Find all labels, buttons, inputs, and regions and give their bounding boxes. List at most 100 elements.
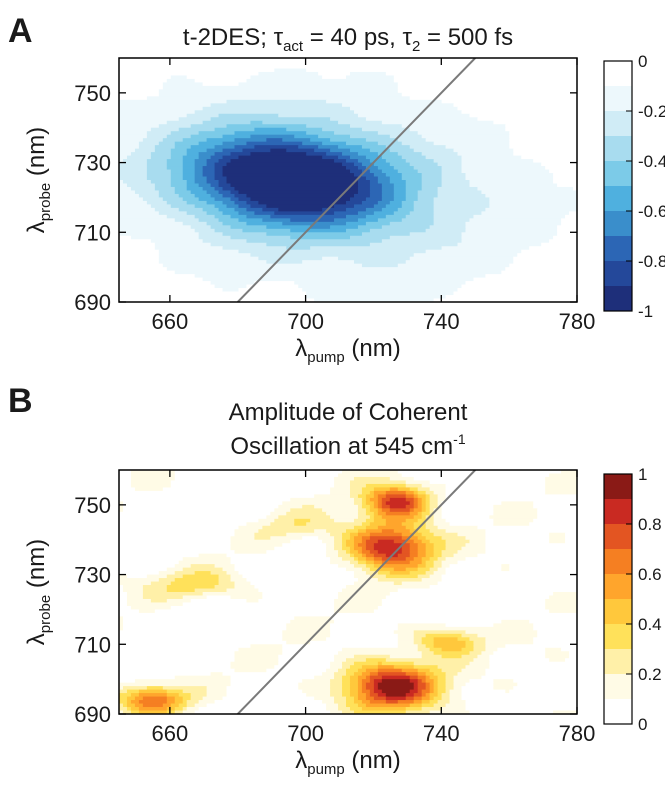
contour-band-cell [326, 668, 339, 673]
contour-band-cell [461, 633, 479, 638]
colorbar-band [604, 599, 632, 625]
contour-band-cell [441, 515, 490, 520]
contour-band-cell [489, 658, 550, 663]
contour-band-cell [214, 700, 323, 705]
x-tick-label: 700 [287, 721, 324, 746]
contour-band-cell [338, 651, 423, 656]
contour-band-cell [449, 564, 502, 569]
contour-band-cell [198, 553, 228, 558]
contour-band-cell [393, 183, 407, 188]
contour-band-cell [505, 124, 577, 129]
contour-band-cell [433, 689, 439, 694]
contour-band-cell [409, 553, 419, 558]
contour-band-cell [549, 473, 577, 478]
contour-band-cell [429, 689, 435, 694]
contour-band-cell [158, 141, 176, 146]
contour-band-cell [210, 672, 224, 677]
contour-band-cell [421, 186, 439, 192]
contour-band-cell [222, 173, 355, 178]
contour-band-cell [330, 679, 343, 684]
contour-band-cell [182, 176, 196, 181]
contour-band-cell [349, 553, 355, 558]
contour-band-cell [445, 672, 459, 677]
contour-band-cell [154, 148, 172, 153]
contour-band-cell [385, 494, 407, 499]
contour-band-cell [493, 511, 538, 516]
colorbar-tick-label: 0 [638, 715, 647, 734]
contour-band-cell [119, 166, 148, 171]
contour-band-cell [174, 696, 184, 701]
contour-band-cell [238, 525, 263, 530]
contour-band-cell [429, 574, 443, 579]
contour-band-cell [282, 633, 331, 638]
contour-band-cell [493, 682, 518, 687]
contour-band-cell [433, 207, 486, 212]
contour-band-cell [170, 204, 196, 209]
contour-band-cell [357, 152, 379, 157]
contour-band-cell [465, 640, 475, 645]
contour-band-cell [222, 148, 244, 153]
contour-band-cell [206, 148, 224, 153]
contour-band-cell [274, 68, 307, 73]
contour-band-cell [385, 595, 550, 600]
contour-band-cell [369, 180, 379, 185]
contour-band-cell [417, 675, 427, 680]
colorbar-band [604, 649, 632, 675]
contour-band-cell [119, 134, 148, 139]
contour-band-cell [369, 536, 403, 541]
contour-band-cell [417, 543, 427, 548]
contour-band-cell [349, 197, 367, 202]
contour-band-cell [326, 550, 339, 555]
contour-band-cell [286, 127, 323, 132]
contour-band-cell [365, 703, 411, 708]
contour-band-cell [338, 703, 347, 708]
contour-band-cell [194, 173, 204, 178]
colorbar-band [604, 136, 632, 162]
contour-band-cell [565, 532, 577, 537]
contour-band-cell [441, 246, 530, 251]
contour-band-cell [425, 155, 463, 160]
contour-band-cell [437, 567, 447, 572]
contour-band-cell [365, 166, 379, 171]
x-tick-label: 740 [423, 721, 460, 746]
contour-band-cell [413, 665, 439, 670]
contour-band-cell [234, 529, 259, 534]
contour-band-cell [401, 124, 506, 129]
contour-band-cell [130, 710, 140, 714]
contour-band-cell [437, 686, 447, 691]
panel-a-ylabel: λprobe (nm) [23, 127, 54, 233]
contour-band-cell [561, 218, 577, 223]
contour-band-cell [310, 640, 399, 645]
contour-band-cell [401, 546, 411, 551]
contour-band-cell [437, 190, 483, 195]
contour-band-cell [162, 263, 363, 268]
contour-band-cell [134, 679, 232, 684]
contour-band-cell [230, 546, 275, 551]
contour-band-cell [234, 564, 339, 569]
contour-band-cell [433, 204, 490, 209]
contour-band-cell [489, 665, 577, 670]
contour-band-cell [365, 117, 479, 122]
contour-band-cell [134, 190, 160, 195]
contour-band-cell [119, 710, 124, 714]
contour-band-cell [162, 703, 172, 708]
contour-band-cell [170, 483, 335, 489]
contour-band-cell [485, 529, 577, 534]
contour-band-cell [421, 707, 443, 712]
y-tick-label: 730 [74, 151, 111, 176]
contour-band-cell [373, 686, 379, 691]
contour-band-cell [119, 225, 192, 230]
contour-band-cell [485, 543, 577, 548]
contour-band-cell [138, 145, 156, 150]
contour-band-cell [565, 539, 577, 544]
contour-band-cell [150, 204, 172, 209]
contour-band-cell [346, 529, 359, 534]
contour-band-cell [194, 162, 208, 167]
contour-band-cell [230, 152, 252, 157]
contour-band-cell [214, 204, 228, 209]
contour-band-cell [373, 515, 383, 520]
colorbar-tick-label: -0.6 [638, 202, 665, 221]
contour-band-cell [421, 679, 427, 684]
contour-band-cell [437, 501, 443, 506]
contour-band-cell [505, 267, 577, 272]
